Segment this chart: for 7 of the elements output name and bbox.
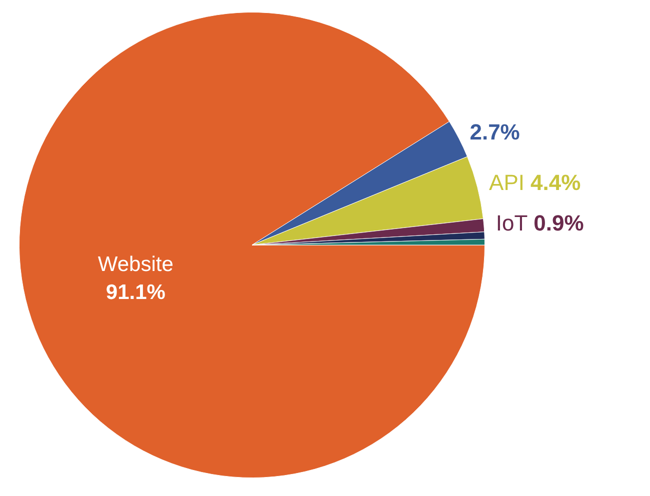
- slice-label: Website: [98, 253, 174, 276]
- slice-label: IoT: [496, 210, 528, 236]
- data-label: 4.4%: [530, 170, 581, 196]
- slice-label: API: [489, 170, 525, 196]
- data-label: 2.7%: [470, 119, 520, 144]
- data-label: 0.9%: [534, 210, 584, 236]
- data-label: 91.1%: [106, 281, 166, 304]
